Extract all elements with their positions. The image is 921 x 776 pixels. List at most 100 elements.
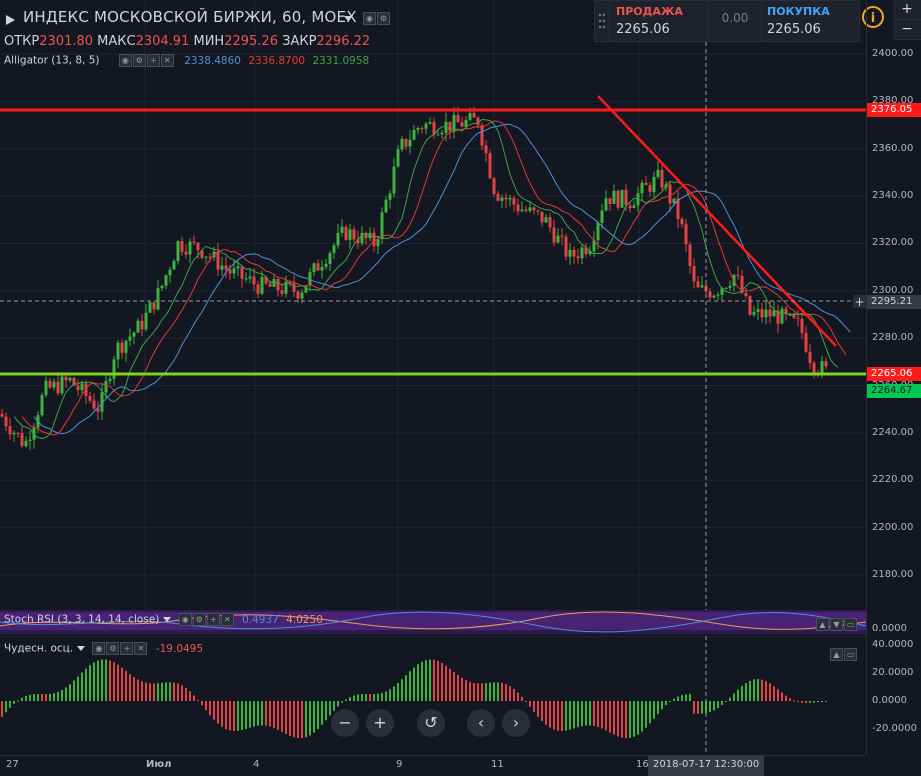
trade-widget: ПРОДАЖА 2265.06 0.00 ПОКУПКА 2265.06	[594, 0, 860, 42]
reset-chart-button[interactable]: ↺	[417, 709, 445, 737]
candle-body	[724, 287, 728, 289]
candle-body	[436, 134, 440, 136]
ao-bar	[269, 701, 271, 727]
buy-label: ПОКУПКА	[767, 5, 830, 18]
zoom-in-button[interactable]: +	[366, 709, 394, 737]
ao-bar	[65, 687, 67, 701]
eye-icon[interactable]: ◉	[118, 54, 132, 67]
candle-body	[764, 309, 768, 318]
candle-body	[396, 149, 400, 167]
alligator-jaw-value: 2338.4860	[184, 54, 241, 67]
ao-bar	[281, 701, 283, 732]
zoom-stepper: + −	[893, 0, 921, 40]
scroll-left-button[interactable]: ‹	[467, 709, 495, 737]
stoch-rsi-name[interactable]: Stoch RSI (3, 3, 14, 14, close)	[4, 613, 160, 626]
sell-button[interactable]: ПРОДАЖА 2265.06	[610, 1, 708, 41]
collapse-icon[interactable]	[4, 11, 16, 25]
candle-body	[496, 193, 500, 201]
symbol-title[interactable]: ИНДЕКС МОСКОВСКОЙ БИРЖИ, 60, MOEX	[23, 8, 357, 26]
candle-body	[808, 351, 812, 363]
candle-body	[12, 432, 16, 435]
close-icon[interactable]: ✕	[134, 642, 148, 655]
ao-bar	[149, 683, 151, 701]
candle-body	[300, 292, 304, 299]
candle-body	[20, 433, 24, 447]
price-chart[interactable]: +	[0, 0, 866, 610]
time-axis[interactable]: 27 Июл 4 9 11 16 2018-07-17 12:30:00	[0, 755, 866, 776]
ao-name[interactable]: Чудесн. осц.	[4, 642, 74, 655]
alligator-name[interactable]: Alligator (13, 8, 5)	[4, 54, 100, 67]
ao-bar	[821, 701, 823, 702]
ao-bar	[117, 664, 119, 701]
eye-icon[interactable]: ◉	[92, 642, 106, 655]
candle-body	[568, 249, 572, 257]
gear-icon[interactable]: ⚙	[192, 613, 206, 626]
zoom-plus-button[interactable]: +	[893, 0, 921, 20]
open-label: ОТКР	[4, 34, 40, 49]
ao-bar	[301, 701, 303, 739]
plus-icon[interactable]: +	[120, 642, 134, 655]
candle-body	[648, 185, 652, 193]
gear-icon[interactable]: ⚙	[377, 12, 390, 25]
ao-bar	[529, 701, 531, 707]
eye-icon[interactable]: ◉	[363, 12, 376, 25]
drag-handle-icon[interactable]	[595, 1, 610, 41]
gear-icon[interactable]: ⚙	[132, 54, 146, 67]
candle-body	[232, 268, 236, 274]
ao-bar	[413, 667, 415, 701]
candle-body	[28, 439, 32, 441]
pane-up-icon[interactable]: ▲	[830, 648, 843, 661]
candle-body	[776, 310, 780, 324]
pane-down-icon[interactable]: ▼	[830, 618, 843, 631]
price-tick: 2300.00	[872, 284, 914, 296]
ao-dropdown-icon[interactable]	[77, 646, 86, 651]
plus-icon[interactable]: +	[206, 613, 220, 626]
ao-bar	[361, 694, 363, 701]
ao-bar	[57, 691, 59, 701]
ao-bar	[493, 682, 495, 701]
candle-body	[532, 207, 536, 211]
high-value: 2304.91	[135, 34, 190, 49]
candle-body	[144, 312, 148, 330]
zoom-minus-button[interactable]: −	[893, 20, 921, 40]
pane-up-icon[interactable]: ▲	[816, 618, 829, 631]
pane-close-icon[interactable]: ▭	[844, 618, 857, 631]
crosshair-plus-button[interactable]	[853, 295, 866, 308]
plus-icon[interactable]: +	[146, 54, 160, 67]
close-icon[interactable]: ✕	[220, 613, 234, 626]
candle-body	[312, 263, 316, 273]
symbol-dropdown-icon[interactable]	[344, 16, 352, 21]
ao-axis-tick: 40.0000	[872, 639, 914, 650]
ao-bar	[649, 701, 651, 724]
resistance-price-tag: 2376.05	[867, 103, 921, 117]
candle-body	[380, 212, 384, 240]
close-icon[interactable]: ✕	[160, 54, 174, 67]
gear-icon[interactable]: ⚙	[106, 642, 120, 655]
awesome-oscillator-pane[interactable]	[0, 636, 866, 753]
ao-bar	[765, 681, 767, 701]
zoom-out-button[interactable]: −	[331, 709, 359, 737]
candle-body	[216, 251, 220, 270]
eye-icon[interactable]: ◉	[178, 613, 192, 626]
ao-bar	[273, 701, 275, 728]
info-icon[interactable]: i	[860, 4, 886, 30]
scroll-right-button[interactable]: ›	[502, 709, 530, 737]
candle-body	[344, 226, 348, 240]
stoch-rsi-dropdown-icon[interactable]	[163, 617, 172, 622]
candle-body	[52, 381, 56, 388]
price-axis[interactable]: 2400.00 2380.00 2360.00 2340.00 2320.00 2300.…	[866, 0, 921, 755]
ao-bar	[25, 695, 27, 701]
candle-body	[176, 241, 180, 261]
pane-close-icon[interactable]: ▭	[844, 648, 857, 661]
candle-body	[680, 219, 684, 225]
buy-button[interactable]: ПОКУПКА 2265.06	[761, 1, 859, 41]
ao-bar	[321, 701, 323, 725]
ao-bar	[337, 701, 339, 707]
candle-body	[564, 236, 568, 257]
candle-body	[72, 377, 76, 386]
candle-body	[96, 408, 100, 412]
candle-body	[716, 294, 720, 296]
trend-line[interactable]	[597, 95, 837, 347]
ao-bar	[221, 701, 223, 727]
ao-bar	[329, 701, 331, 716]
